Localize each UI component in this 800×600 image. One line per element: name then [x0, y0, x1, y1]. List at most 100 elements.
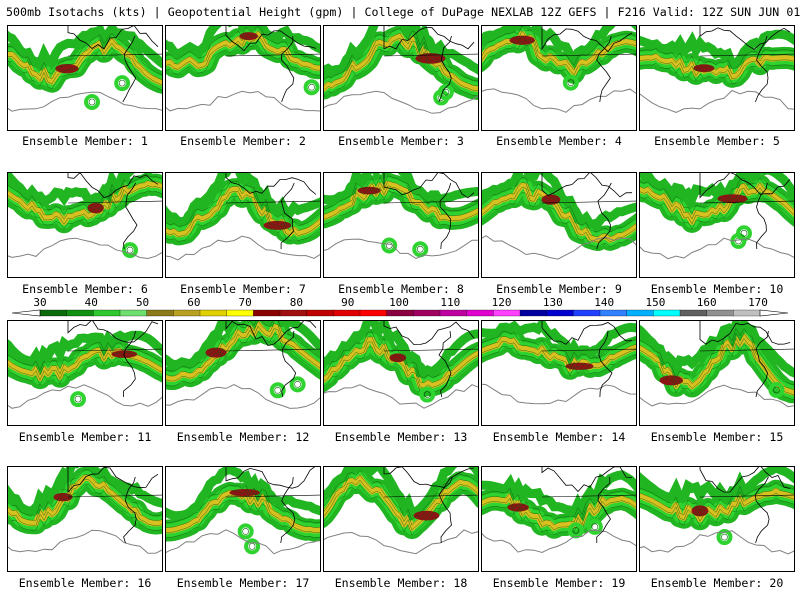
- country-border: [225, 494, 320, 498]
- colorbar-tick-label: 50: [135, 296, 150, 309]
- ensemble-member-panel: [323, 172, 479, 278]
- member-map: [482, 321, 636, 405]
- coastline: [67, 321, 159, 343]
- coastline: [225, 26, 317, 52]
- coastline: [596, 35, 612, 103]
- vortex-ring: [237, 523, 254, 540]
- isotach-line: [482, 192, 636, 248]
- height-contour: [482, 235, 636, 260]
- colorbar-segment: [493, 309, 521, 317]
- isotach-line: [482, 35, 636, 76]
- member-caption: Ensemble Member: 12: [176, 430, 310, 444]
- colorbar-segment: [706, 309, 734, 317]
- ensemble-member-panel: [481, 25, 637, 131]
- jet-stream-band: [640, 487, 794, 523]
- vortex-ring: [412, 241, 429, 258]
- ensemble-member-panel: [7, 466, 163, 572]
- country-border: [699, 494, 794, 498]
- colorbar-segment: [306, 309, 334, 317]
- member-map: [640, 321, 794, 408]
- member-caption: Ensemble Member: 8: [338, 282, 464, 296]
- colorbar-segment: [386, 309, 414, 317]
- colorbar-segment: [519, 309, 548, 317]
- colorbar-segment: [173, 309, 201, 317]
- coastline: [756, 182, 768, 250]
- map-title: 500mb Isotachs (kts) | Geopotential Heig…: [6, 5, 800, 19]
- member-map: [324, 321, 478, 409]
- height-contour: [482, 529, 636, 554]
- vortex-ring: [74, 395, 82, 403]
- isotach-line: [324, 341, 478, 389]
- vortex-ring: [70, 391, 87, 408]
- colorbar-segment: [439, 309, 468, 317]
- jet-stream-band: [640, 467, 794, 506]
- jet-max-core: [541, 194, 561, 205]
- vortex-ring: [114, 75, 131, 92]
- jet-max-core: [55, 63, 79, 74]
- member-map: [640, 26, 794, 113]
- vortex-ring: [274, 386, 282, 394]
- member-map: [640, 467, 794, 555]
- member-map: [8, 467, 162, 554]
- isotach-line: [324, 346, 478, 394]
- country-border: [541, 200, 636, 204]
- country-border: [383, 200, 478, 204]
- vortex-ring: [586, 518, 603, 535]
- colorbar-tick-label: 110: [440, 296, 461, 309]
- isotach-line: [482, 341, 636, 372]
- isotach-line: [640, 487, 794, 517]
- isotach-line: [640, 332, 794, 390]
- ensemble-member-panel: [323, 25, 479, 131]
- country-border: [225, 348, 320, 352]
- ensemble-member-panel: [7, 25, 163, 131]
- height-contour: [482, 383, 636, 405]
- isotach-line: [166, 489, 320, 528]
- colorbar-tick-label: 150: [645, 296, 666, 309]
- isotach-line: [482, 177, 636, 233]
- isotach-line: [324, 469, 478, 521]
- colorbar-segment: [333, 309, 361, 317]
- colorbar-left-arrow: [11, 309, 41, 317]
- country-border: [699, 348, 794, 352]
- height-contour: [8, 91, 162, 112]
- jet-stream-band: [482, 182, 636, 243]
- colorbar-tick-label: 130: [542, 296, 563, 309]
- isotach-line: [640, 337, 794, 395]
- member-map: [324, 467, 478, 555]
- coastline: [280, 182, 295, 249]
- member-caption: Ensemble Member: 4: [496, 134, 622, 148]
- colorbar-segment: [679, 309, 708, 317]
- member-map: [482, 173, 636, 260]
- isotach-line: [166, 191, 320, 237]
- isotach-line: [324, 27, 478, 82]
- coastline: [383, 467, 475, 488]
- jet-stream-band: [482, 336, 636, 372]
- isotach-line: [8, 474, 162, 521]
- colorbar-segment: [39, 309, 68, 317]
- jet-stream-band: [482, 173, 636, 229]
- ensemble-member-panel: [639, 172, 795, 278]
- jet-max-core: [239, 32, 259, 41]
- colorbar-tick-label: 90: [341, 296, 355, 309]
- jet-stream-band: [640, 333, 794, 396]
- colorbar-segment: [626, 309, 654, 317]
- isotach-line: [166, 186, 320, 232]
- height-contour: [166, 90, 320, 112]
- isotach-line: [324, 474, 478, 526]
- country-border: [699, 200, 794, 204]
- vortex-ring: [423, 391, 431, 398]
- isotach-line: [482, 30, 636, 71]
- isotach-line: [8, 190, 162, 230]
- isotach-line: [324, 42, 478, 97]
- isotach-line: [166, 30, 320, 66]
- coastline: [755, 330, 769, 398]
- height-contour: [324, 384, 478, 409]
- jet-stream-band: [166, 186, 320, 238]
- vortex-ring: [308, 83, 315, 91]
- colorbar-segment: [93, 309, 121, 317]
- member-map: [482, 467, 636, 554]
- country-border: [67, 348, 162, 352]
- isotach-line: [324, 175, 478, 212]
- isotach-line: [640, 192, 794, 230]
